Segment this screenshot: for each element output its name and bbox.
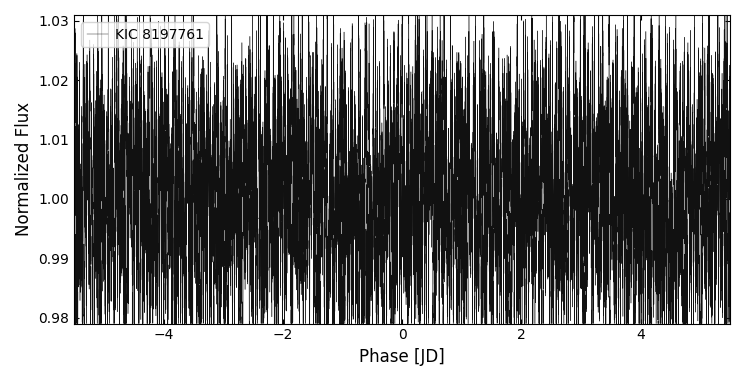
KIC 8197761	[650, 167, 659, 172]
KIC 8197761	[79, 13, 88, 17]
KIC 8197761	[70, 244, 79, 248]
X-axis label: Phase [JD]: Phase [JD]	[359, 348, 445, 366]
KIC 8197761	[143, 321, 152, 326]
KIC 8197761	[602, 214, 611, 218]
KIC 8197761	[72, 321, 80, 326]
KIC 8197761	[562, 256, 571, 261]
KIC 8197761	[280, 206, 289, 211]
Legend: KIC 8197761: KIC 8197761	[81, 22, 209, 47]
KIC 8197761	[726, 91, 735, 95]
KIC 8197761	[627, 133, 636, 138]
Line: KIC 8197761: KIC 8197761	[74, 15, 730, 323]
Y-axis label: Normalized Flux: Normalized Flux	[15, 102, 33, 236]
